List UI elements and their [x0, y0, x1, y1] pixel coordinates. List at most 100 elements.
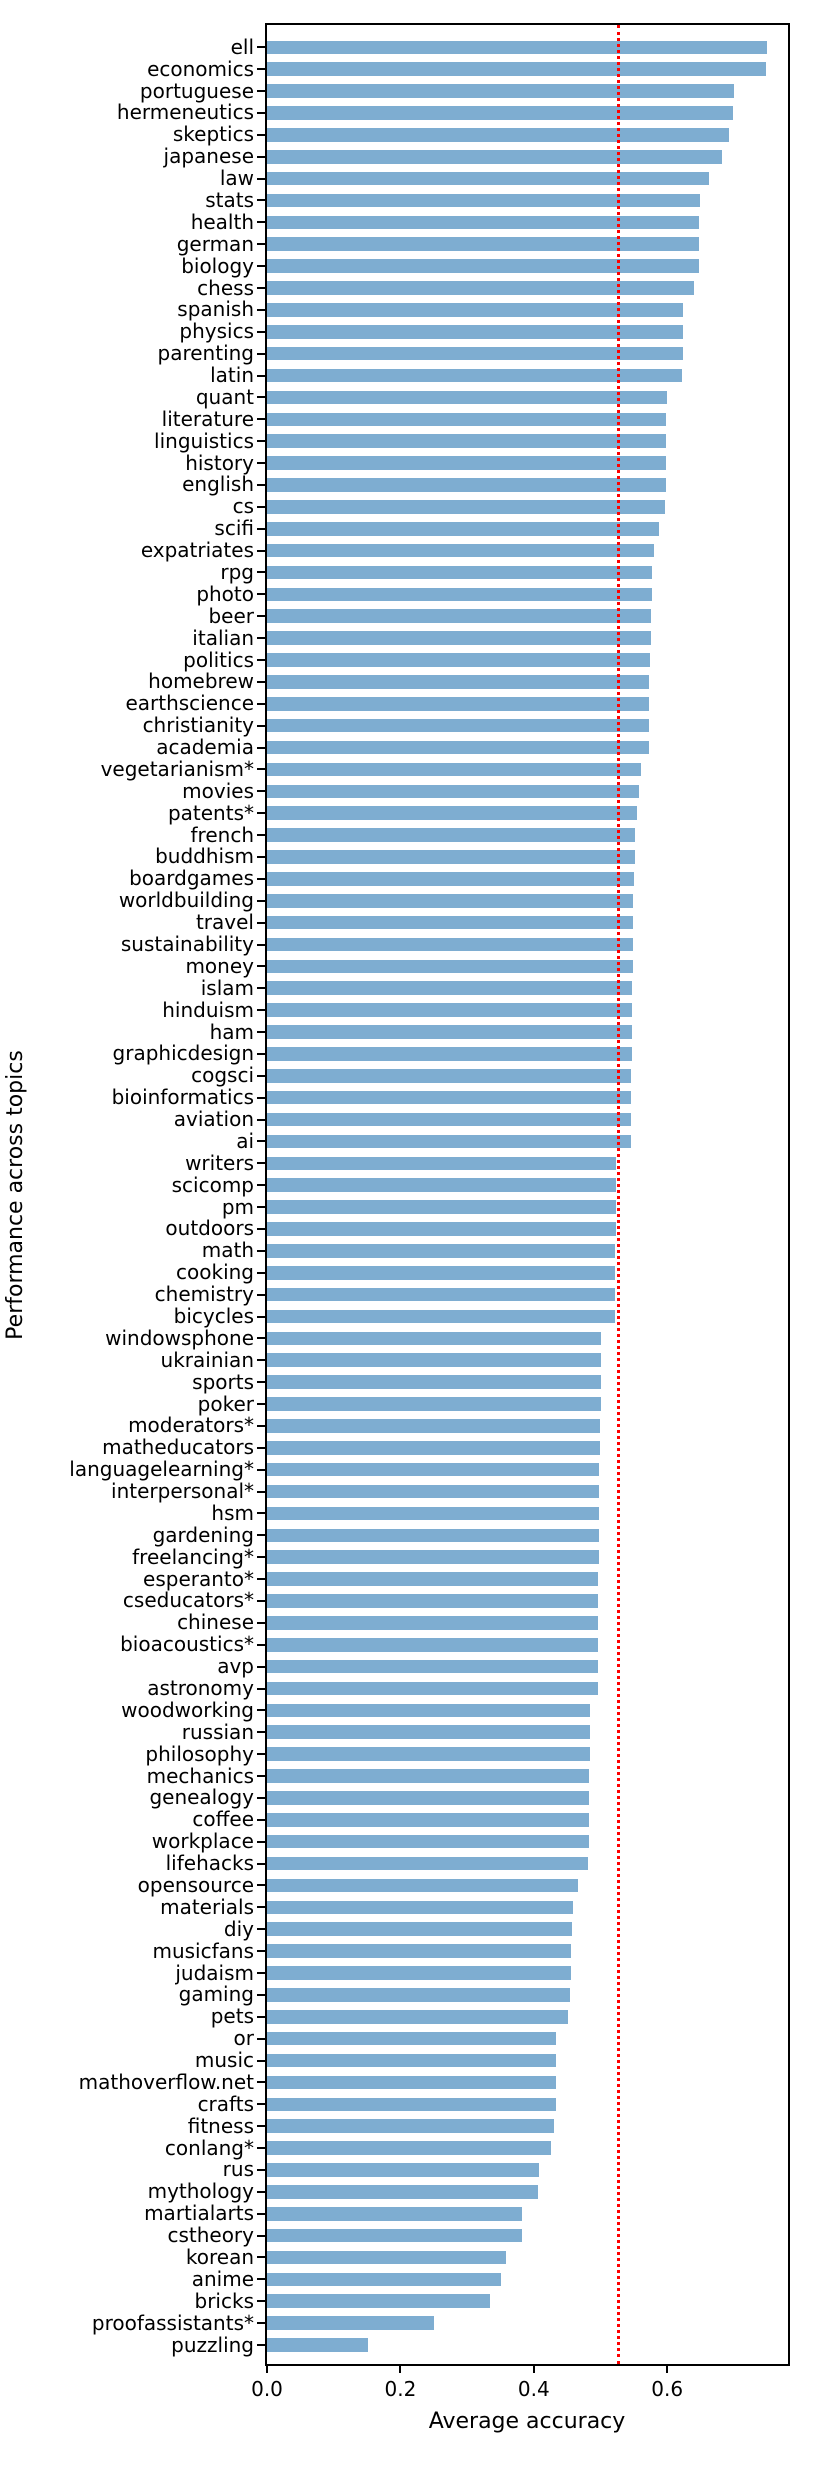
y-tick-label-lifehacks: lifehacks	[165, 1851, 254, 1876]
y-tick-label-physics: physics	[179, 319, 254, 344]
bar-writers	[267, 1156, 616, 1171]
bar-academia	[267, 740, 649, 755]
bar-crafts	[267, 2097, 556, 2112]
y-tick-label-sports: sports	[192, 1369, 254, 1394]
bar-cooking	[267, 1265, 616, 1280]
y-tick-mark	[257, 505, 265, 508]
y-tick-label-economics: economics	[147, 56, 254, 81]
bar-judaism	[267, 1966, 572, 1980]
y-tick-mark	[257, 1578, 265, 1581]
y-tick-mark	[257, 724, 265, 727]
y-tick-label-math: math	[201, 1238, 254, 1263]
y-tick-label-parenting: parenting	[157, 341, 254, 366]
bar-ham	[267, 1025, 632, 1039]
y-tick-label-rpg: rpg	[220, 559, 254, 584]
y-tick-label-law: law	[219, 166, 254, 191]
y-tick-label-english: english	[182, 472, 254, 497]
bar-woodworking	[267, 1703, 590, 1718]
y-tick-mark	[257, 1074, 265, 1077]
y-tick-label-puzzling: puzzling	[171, 2332, 254, 2357]
y-tick-mark	[257, 1446, 265, 1449]
x-tick-mark	[266, 2366, 268, 2373]
y-tick-mark	[257, 768, 265, 771]
x-tick-label-0.0: 0.0	[251, 2377, 283, 2401]
y-tick-mark	[257, 1096, 265, 1099]
y-tick-label-writers: writers	[185, 1150, 254, 1175]
bar-avp	[267, 1659, 598, 1674]
bar-scifi	[267, 521, 659, 536]
y-tick-label-cogsci: cogsci	[191, 1063, 254, 1088]
y-tick-label-worldbuilding: worldbuilding	[118, 888, 254, 913]
y-tick-label-photo: photo	[196, 581, 254, 606]
y-tick-label-buddhism: buddhism	[155, 844, 254, 869]
y-tick-mark	[257, 46, 265, 49]
y-tick-label-cooking: cooking	[176, 1260, 254, 1285]
y-tick-mark	[257, 2300, 265, 2303]
y-tick-mark	[257, 1709, 265, 1712]
y-tick-mark	[257, 987, 265, 990]
y-tick-mark	[257, 2322, 265, 2325]
bar-musicfans	[267, 1944, 572, 1958]
y-tick-label-freelancing*: freelancing*	[132, 1544, 254, 1569]
y-tick-label-mathoverflow.net: mathoverflow.net	[78, 2069, 254, 2094]
y-tick-label-hsm: hsm	[211, 1500, 254, 1525]
bar-stats	[267, 193, 700, 208]
bar-windowsphone	[267, 1331, 602, 1346]
bar-quant	[267, 390, 667, 405]
x-tick-mark	[399, 2366, 402, 2373]
y-tick-mark	[257, 1599, 265, 1602]
y-tick-label-cseducators*: cseducators*	[122, 1588, 254, 1613]
bar-mathoverflow.net	[267, 2075, 556, 2090]
y-tick-mark	[257, 111, 265, 114]
bar-cs	[267, 500, 666, 514]
bar-languagelearning*	[267, 1462, 600, 1477]
y-tick-mark	[257, 615, 265, 618]
bar-interpersonal*	[267, 1484, 600, 1499]
y-tick-mark	[257, 1315, 265, 1318]
y-tick-label-rus: rus	[222, 2157, 254, 2182]
y-tick-label-skeptics: skeptics	[172, 122, 254, 147]
bar-pets	[267, 2009, 569, 2024]
bar-diy	[267, 1922, 573, 1937]
y-tick-label-travel: travel	[195, 910, 254, 935]
y-tick-mark	[257, 243, 265, 246]
bar-bioacoustics*	[267, 1637, 599, 1652]
y-tick-label-stats: stats	[205, 187, 254, 212]
bar-hsm	[267, 1506, 600, 1521]
y-tick-label-bioacoustics*: bioacoustics*	[120, 1632, 254, 1657]
bar-travel	[267, 915, 634, 930]
bar-mechanics	[267, 1769, 590, 1783]
y-tick-label-ell: ell	[230, 34, 254, 59]
bar-coffee	[267, 1813, 590, 1827]
bar-homebrew	[267, 675, 650, 689]
bar-anime	[267, 2272, 502, 2287]
y-tick-mark	[257, 877, 265, 880]
bar-portuguese	[267, 84, 734, 98]
bar-workplace	[267, 1834, 590, 1849]
x-axis-title: Average accuracy	[428, 2409, 626, 2434]
y-tick-mark	[257, 1424, 265, 1427]
bar-materials	[267, 1900, 574, 1915]
y-tick-mark	[257, 462, 265, 465]
bar-fitness	[267, 2119, 554, 2133]
y-tick-mark	[257, 2037, 265, 2040]
y-tick-label-chinese: chinese	[177, 1610, 254, 1635]
bar-scicomp	[267, 1178, 616, 1192]
y-tick-label-or: or	[233, 2026, 254, 2051]
bar-boardgames	[267, 872, 634, 886]
y-tick-label-portuguese: portuguese	[139, 78, 254, 103]
y-tick-mark	[257, 2103, 265, 2106]
y-tick-label-coffee: coffee	[192, 1807, 254, 1832]
reference-line	[617, 25, 620, 2364]
y-tick-mark	[257, 1643, 265, 1646]
y-tick-mark	[257, 68, 265, 71]
y-tick-label-hermeneutics: hermeneutics	[116, 100, 254, 125]
y-tick-label-proofassistants*: proofassistants*	[91, 2310, 254, 2335]
bar-moderators*	[267, 1419, 600, 1433]
bar-freelancing*	[267, 1550, 600, 1565]
bar-german	[267, 237, 700, 252]
bar-aviation	[267, 1112, 632, 1127]
bar-russian	[267, 1725, 590, 1740]
y-tick-mark	[257, 1993, 265, 1996]
bar-health	[267, 215, 700, 230]
